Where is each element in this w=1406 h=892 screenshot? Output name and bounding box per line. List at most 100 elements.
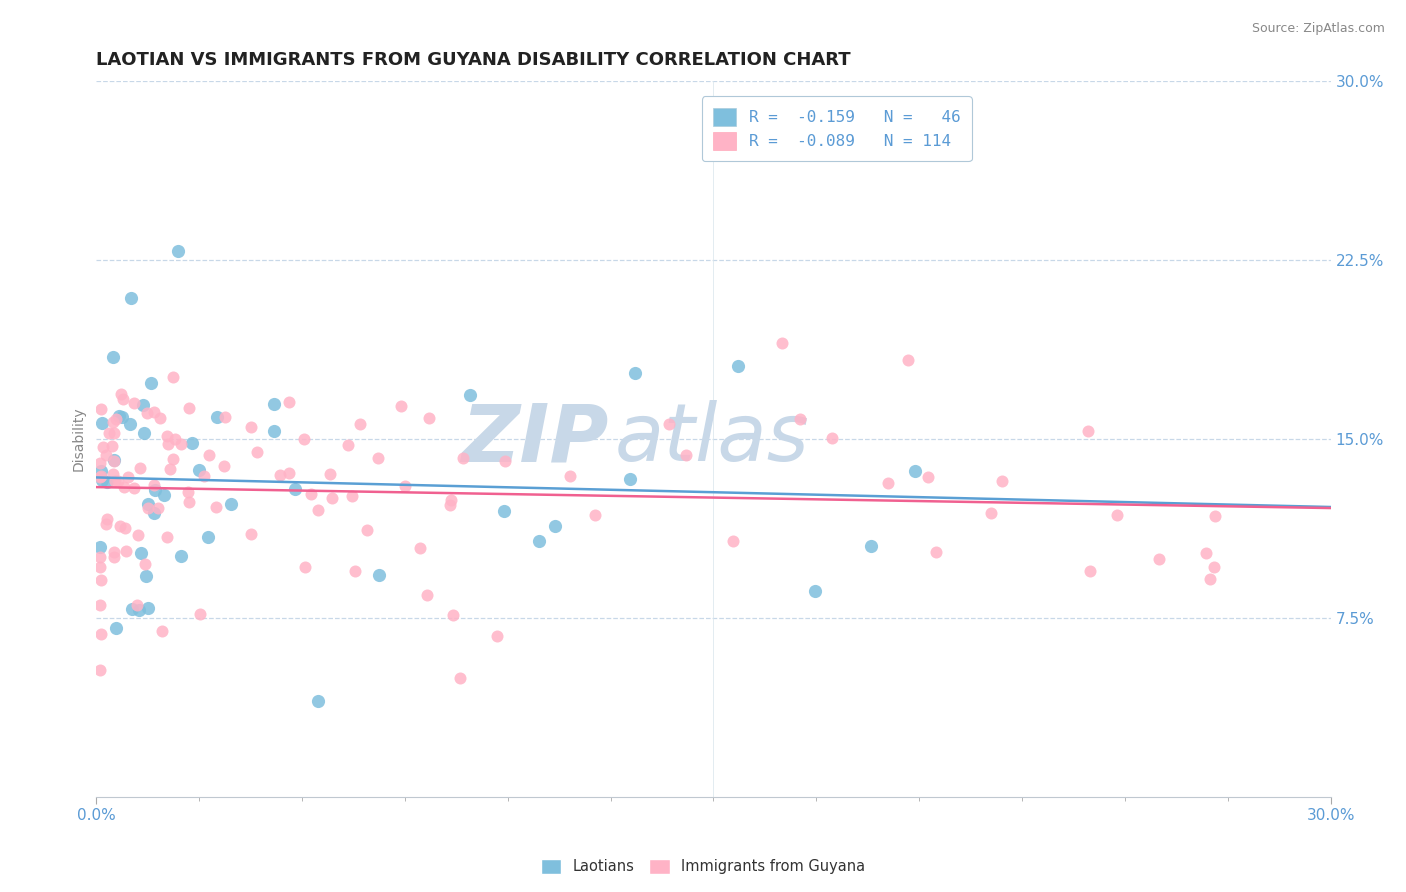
Point: [294, 560, 316, 574]
Point: [458, 388, 481, 402]
Point: [583, 508, 606, 523]
Y-axis label: Disability: Disability: [72, 407, 86, 471]
Text: Source: ZipAtlas.com: Source: ZipAtlas.com: [1251, 22, 1385, 36]
Point: [150, 624, 173, 639]
Point: [675, 448, 697, 462]
Point: [205, 410, 228, 425]
Point: [90, 402, 112, 417]
Point: [96, 511, 118, 525]
Point: [134, 425, 156, 440]
Point: [219, 497, 242, 511]
Point: [110, 409, 132, 424]
Point: [299, 487, 322, 501]
Point: [246, 445, 269, 459]
Text: atlas: atlas: [614, 400, 810, 478]
Point: [146, 501, 169, 516]
Point: [239, 527, 262, 541]
Point: [120, 417, 142, 432]
Point: [90, 626, 112, 640]
Legend: Laotians, Immigrants from Guyana: Laotians, Immigrants from Guyana: [534, 853, 872, 880]
Point: [1204, 508, 1226, 523]
Point: [103, 453, 125, 467]
Point: [89, 598, 111, 612]
Point: [112, 480, 135, 494]
Point: [89, 540, 111, 554]
Point: [167, 244, 190, 258]
Point: [284, 482, 307, 496]
Point: [394, 479, 416, 493]
Point: [129, 461, 152, 475]
Point: [349, 417, 371, 431]
Point: [263, 397, 285, 411]
Point: [90, 464, 112, 478]
Point: [103, 454, 125, 468]
Point: [804, 584, 827, 599]
Point: [176, 484, 198, 499]
Point: [114, 520, 136, 534]
Point: [94, 448, 117, 462]
Point: [321, 491, 343, 505]
Point: [1107, 508, 1129, 522]
Point: [132, 398, 155, 412]
Point: [136, 601, 159, 615]
Point: [205, 500, 228, 514]
Point: [108, 519, 131, 533]
Point: [278, 395, 301, 409]
Point: [418, 410, 440, 425]
Point: [1078, 564, 1101, 578]
Point: [177, 401, 200, 415]
Point: [1147, 552, 1170, 566]
Point: [389, 399, 412, 413]
Point: [1077, 425, 1099, 439]
Point: [917, 470, 939, 484]
Point: [877, 475, 900, 490]
Point: [721, 533, 744, 548]
Point: [129, 546, 152, 560]
Point: [727, 359, 749, 373]
Point: [117, 469, 139, 483]
Point: [1199, 572, 1222, 586]
Point: [135, 405, 157, 419]
Point: [135, 569, 157, 583]
Point: [356, 523, 378, 537]
Point: [1202, 560, 1225, 574]
Point: [263, 425, 285, 439]
Point: [114, 543, 136, 558]
Point: [494, 454, 516, 468]
Point: [416, 588, 439, 602]
Point: [122, 396, 145, 410]
Point: [89, 573, 111, 587]
Point: [980, 506, 1002, 520]
Point: [441, 607, 464, 622]
Point: [142, 506, 165, 520]
Point: [101, 467, 124, 482]
Point: [770, 335, 793, 350]
Point: [179, 494, 201, 508]
Point: [440, 493, 463, 508]
Point: [198, 448, 221, 462]
Point: [449, 671, 471, 685]
Point: [143, 405, 166, 419]
Point: [90, 469, 112, 483]
Point: [367, 451, 389, 466]
Point: [159, 461, 181, 475]
Point: [269, 468, 291, 483]
Text: LAOTIAN VS IMMIGRANTS FROM GUYANA DISABILITY CORRELATION CHART: LAOTIAN VS IMMIGRANTS FROM GUYANA DISABI…: [97, 51, 851, 69]
Point: [107, 475, 129, 489]
Point: [193, 468, 215, 483]
Point: [125, 598, 148, 612]
Point: [624, 367, 647, 381]
Point: [165, 432, 187, 446]
Point: [89, 549, 111, 564]
Point: [111, 392, 134, 406]
Point: [859, 540, 882, 554]
Point: [170, 437, 193, 451]
Point: [96, 475, 118, 489]
Point: [439, 499, 461, 513]
Point: [91, 416, 114, 430]
Point: [925, 545, 948, 559]
Point: [104, 474, 127, 488]
Point: [141, 376, 163, 391]
Point: [101, 415, 124, 429]
Point: [789, 412, 811, 426]
